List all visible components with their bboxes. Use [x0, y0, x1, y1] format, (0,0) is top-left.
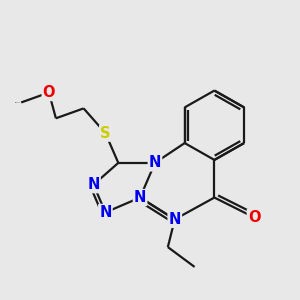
Text: N: N [169, 212, 181, 227]
Text: methoxy: methoxy [14, 102, 21, 103]
Text: N: N [99, 205, 112, 220]
Text: S: S [100, 126, 111, 141]
Text: O: O [248, 210, 260, 225]
Text: O: O [43, 85, 55, 100]
Text: N: N [87, 177, 100, 192]
Text: N: N [149, 155, 161, 170]
Text: N: N [134, 190, 146, 205]
